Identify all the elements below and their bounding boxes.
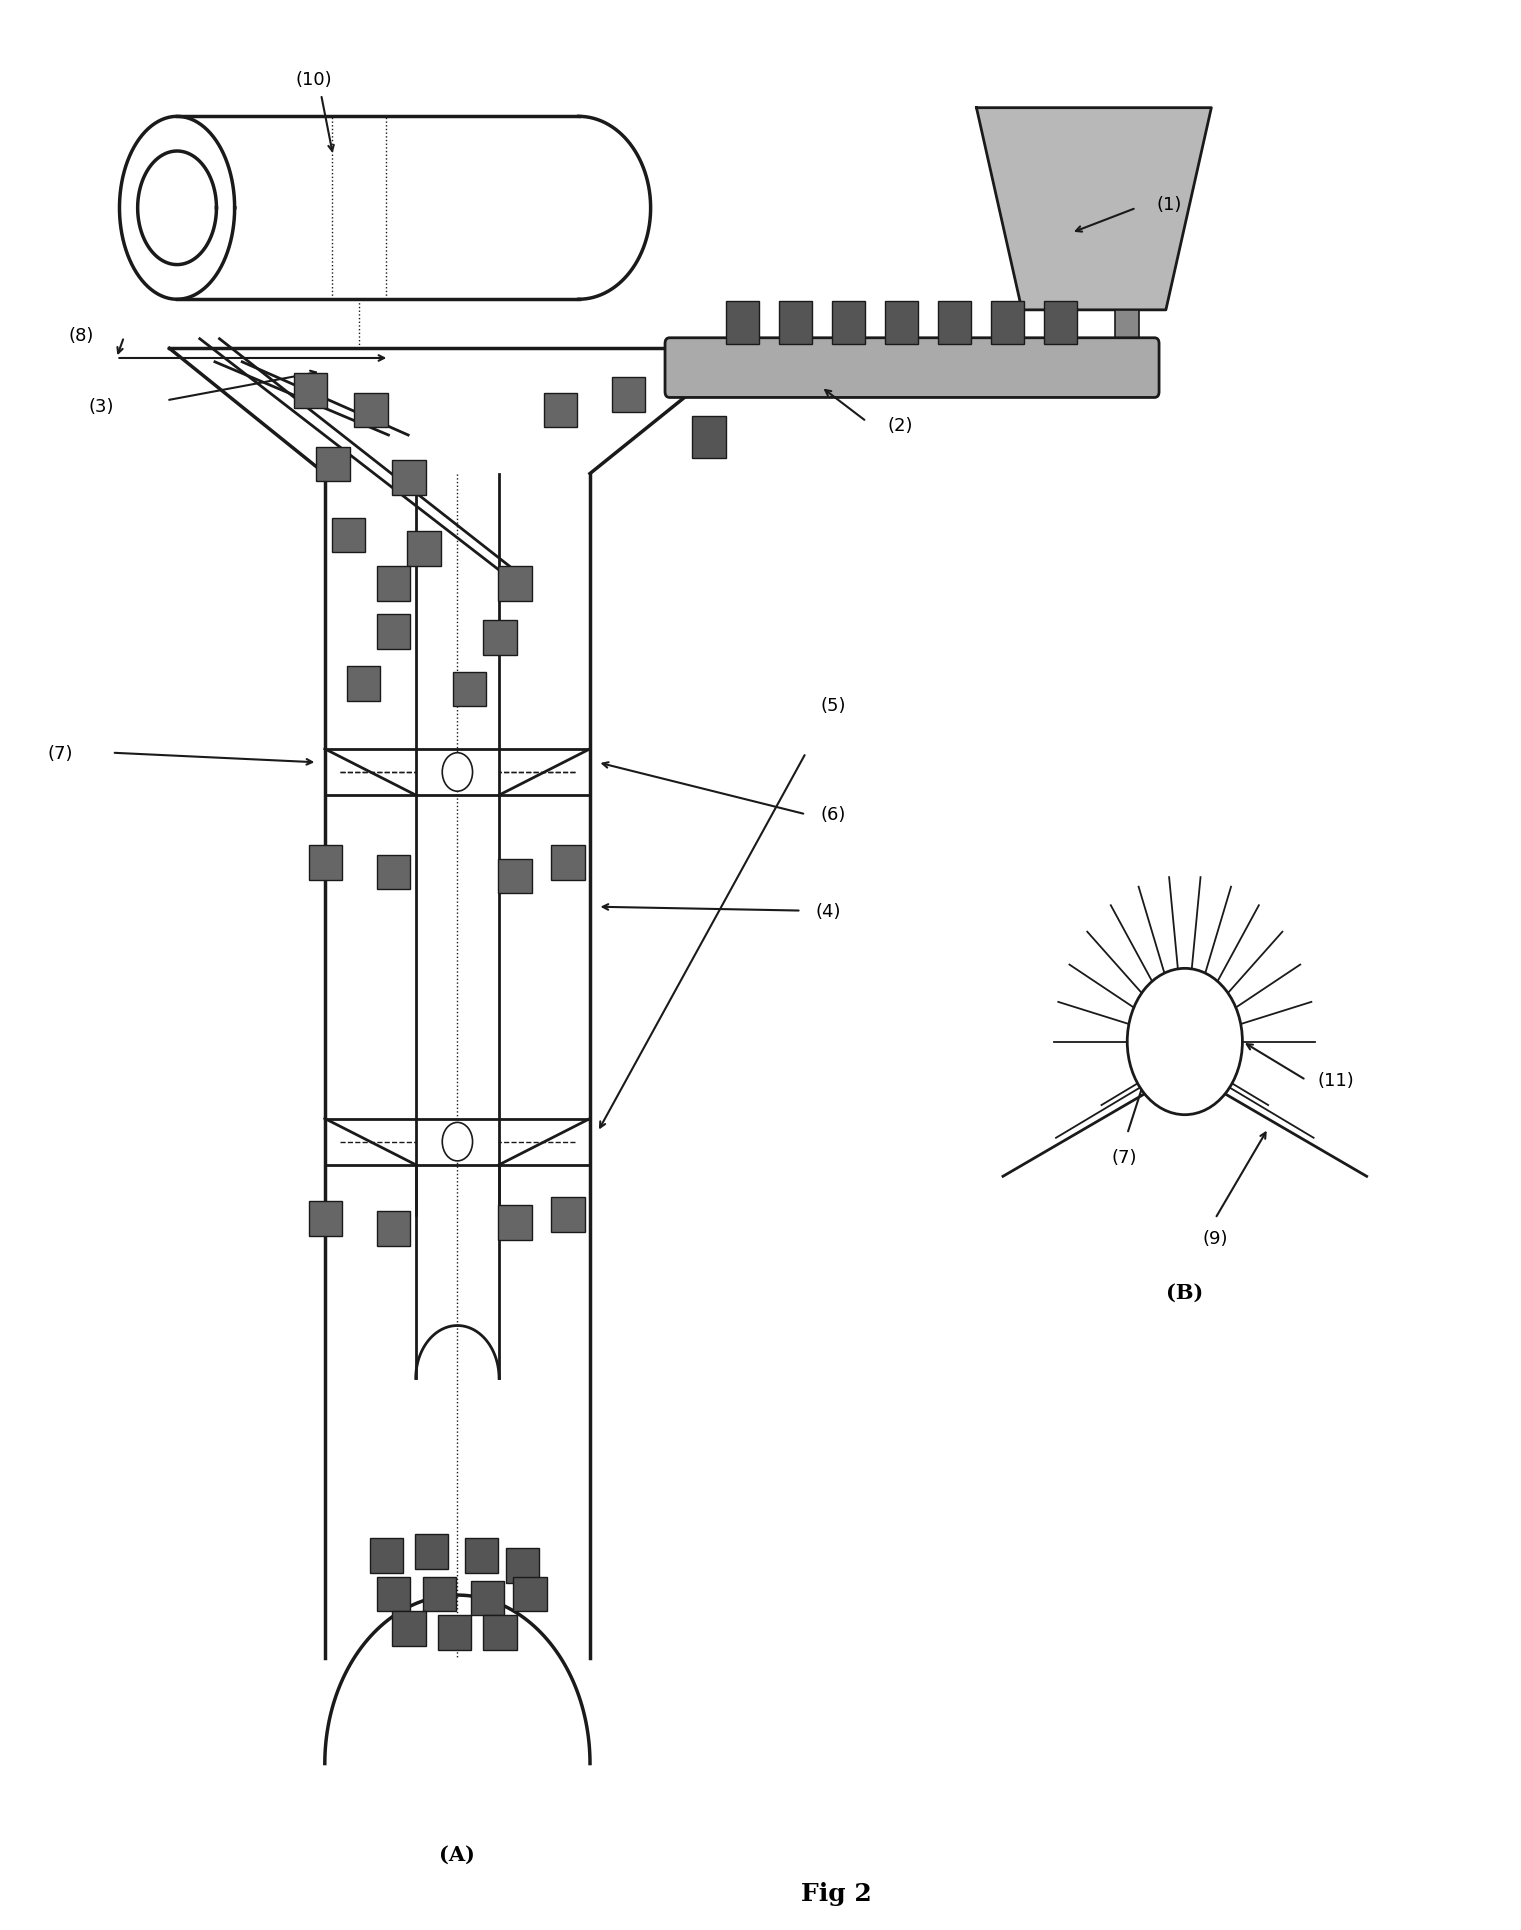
Bar (392, 1612, 426, 1646)
Circle shape (1127, 969, 1243, 1116)
Text: Fig 2: Fig 2 (802, 1880, 872, 1905)
Text: (A): (A) (440, 1843, 476, 1864)
Bar (423, 1577, 456, 1612)
Bar (309, 1202, 342, 1237)
Bar (499, 859, 532, 894)
Bar (377, 1577, 411, 1612)
Bar (370, 1538, 403, 1573)
Text: (3): (3) (88, 398, 114, 415)
Bar (377, 567, 411, 602)
Bar (514, 1577, 548, 1612)
Text: (10): (10) (295, 71, 332, 89)
Bar (552, 845, 584, 880)
Bar (692, 417, 726, 459)
Bar (377, 855, 411, 890)
Bar (294, 374, 327, 409)
Bar (438, 1615, 472, 1650)
Bar (726, 301, 759, 344)
Text: (9): (9) (1203, 1229, 1227, 1247)
Bar (499, 567, 532, 602)
Bar (1115, 311, 1139, 345)
Bar (377, 616, 411, 648)
Bar (499, 1206, 532, 1241)
Text: (8): (8) (68, 326, 94, 345)
Bar (415, 1534, 449, 1569)
Bar (545, 394, 576, 428)
Bar (1043, 301, 1077, 344)
Text: (B): (B) (1167, 1282, 1203, 1303)
Text: (2): (2) (887, 417, 913, 434)
Polygon shape (976, 108, 1211, 311)
Bar (484, 1615, 517, 1650)
Bar (779, 301, 812, 344)
Bar (309, 845, 342, 880)
Bar (408, 533, 441, 567)
Bar (472, 1581, 505, 1615)
Bar (392, 461, 426, 496)
Bar (484, 621, 517, 654)
Text: (4): (4) (815, 901, 841, 921)
Text: (6): (6) (820, 807, 846, 824)
Text: (5): (5) (820, 697, 846, 714)
Bar (552, 1199, 584, 1233)
Text: (1): (1) (1157, 195, 1182, 214)
Bar (611, 378, 645, 413)
Text: (7): (7) (47, 745, 73, 762)
Bar (506, 1548, 540, 1583)
Bar (332, 519, 365, 554)
Bar (885, 301, 919, 344)
Bar (453, 672, 487, 706)
FancyBboxPatch shape (665, 338, 1159, 398)
Bar (938, 301, 970, 344)
Text: (11): (11) (1319, 1071, 1355, 1089)
Bar (354, 394, 388, 428)
Circle shape (443, 1123, 473, 1162)
Circle shape (443, 753, 473, 791)
Bar (465, 1538, 499, 1573)
Bar (832, 301, 865, 344)
Bar (1048, 311, 1072, 345)
Bar (377, 1212, 411, 1247)
Bar (347, 666, 380, 701)
Text: (7): (7) (1112, 1148, 1138, 1166)
Bar (316, 448, 350, 482)
Bar (990, 301, 1024, 344)
